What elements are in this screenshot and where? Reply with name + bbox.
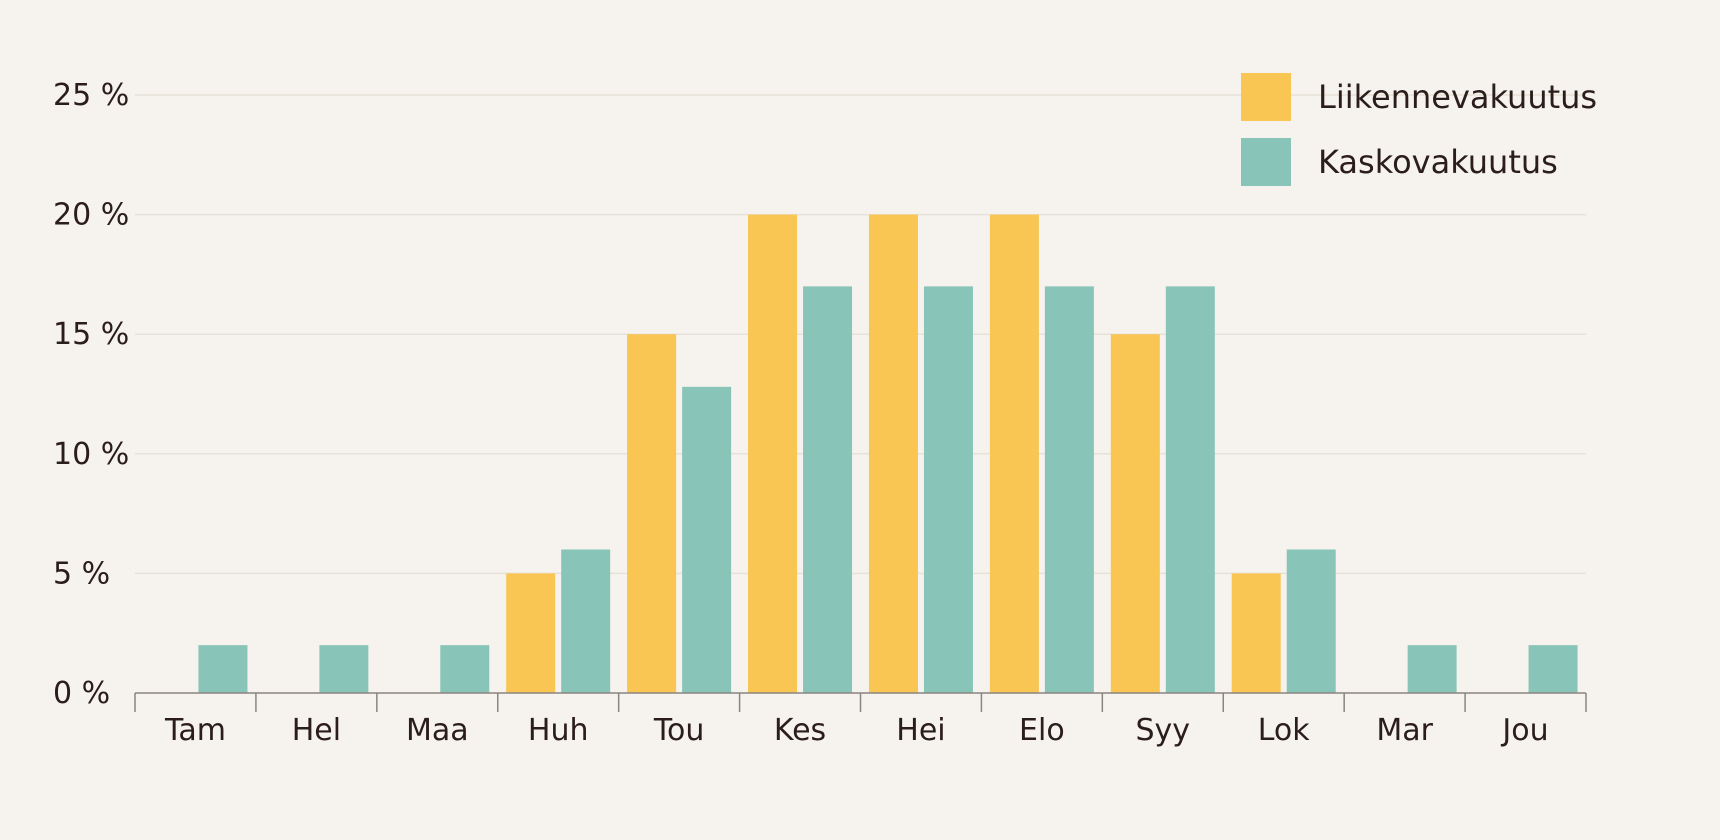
- x-axis-labels: Tam Hel Maa Huh Tou Kes Hei Elo Syy Lok Mar Jou: [164, 713, 1549, 748]
- y-tick-label: 5 %: [53, 556, 110, 591]
- bar-liikennevakuutus-kes: [748, 214, 798, 693]
- bar-liikennevakuutus-elo: [989, 214, 1039, 693]
- bar-kaskovakuutus-hel: [319, 645, 369, 693]
- x-tick-label: Mar: [1376, 713, 1433, 748]
- legend-item: Kaskovakuutus: [1241, 138, 1558, 186]
- bar-kaskovakuutus-huh: [561, 549, 611, 693]
- bar-kaskovakuutus-tam: [198, 645, 248, 693]
- bar-liikennevakuutus-tou: [627, 334, 677, 693]
- bar-liikennevakuutus-syy: [1110, 334, 1160, 693]
- legend-swatch: [1241, 138, 1291, 186]
- legend-item: Liikennevakuutus: [1241, 73, 1597, 121]
- x-tick-label: Huh: [528, 713, 589, 748]
- bar-liikennevakuutus-lok: [1231, 573, 1281, 693]
- y-tick-label: 15 %: [53, 317, 129, 352]
- bars: [198, 214, 1578, 693]
- x-tick-label: Tam: [164, 713, 226, 748]
- bar-kaskovakuutus-elo: [1044, 286, 1094, 693]
- x-tick-label: Maa: [406, 713, 469, 748]
- x-tick-label: Hei: [896, 713, 945, 748]
- y-tick-label: 25 %: [53, 78, 129, 113]
- bar-kaskovakuutus-tou: [682, 386, 732, 693]
- x-tick-label: Syy: [1136, 713, 1191, 748]
- legend: Liikennevakuutus Kaskovakuutus: [1241, 73, 1597, 186]
- bar-liikennevakuutus-hei: [868, 214, 918, 693]
- bar-kaskovakuutus-jou: [1528, 645, 1578, 693]
- gridlines: [135, 94, 1586, 575]
- y-tick-label: 0 %: [53, 676, 110, 711]
- bar-kaskovakuutus-kes: [803, 286, 853, 693]
- bar-kaskovakuutus-lok: [1286, 549, 1336, 693]
- y-tick-label: 10 %: [53, 437, 129, 472]
- x-tick-label: Hel: [292, 713, 341, 748]
- x-tick-label: Lok: [1258, 713, 1311, 748]
- x-axis: [134, 692, 1587, 712]
- x-tick-label: Jou: [1500, 713, 1548, 748]
- legend-label: Kaskovakuutus: [1318, 143, 1558, 181]
- bar-kaskovakuutus-maa: [440, 645, 490, 693]
- x-tick-label: Elo: [1019, 713, 1065, 748]
- x-tick-label: Kes: [774, 713, 826, 748]
- bar-kaskovakuutus-mar: [1407, 645, 1457, 693]
- y-tick-label: 20 %: [53, 198, 129, 233]
- legend-swatch: [1241, 73, 1291, 121]
- bar-kaskovakuutus-hei: [923, 286, 973, 693]
- x-tick-label: Tou: [653, 713, 705, 748]
- y-axis-labels: 0 % 5 % 10 % 15 % 20 % 25 %: [53, 78, 129, 711]
- bar-kaskovakuutus-syy: [1165, 286, 1215, 693]
- bar-liikennevakuutus-huh: [506, 573, 556, 693]
- legend-label: Liikennevakuutus: [1318, 78, 1597, 116]
